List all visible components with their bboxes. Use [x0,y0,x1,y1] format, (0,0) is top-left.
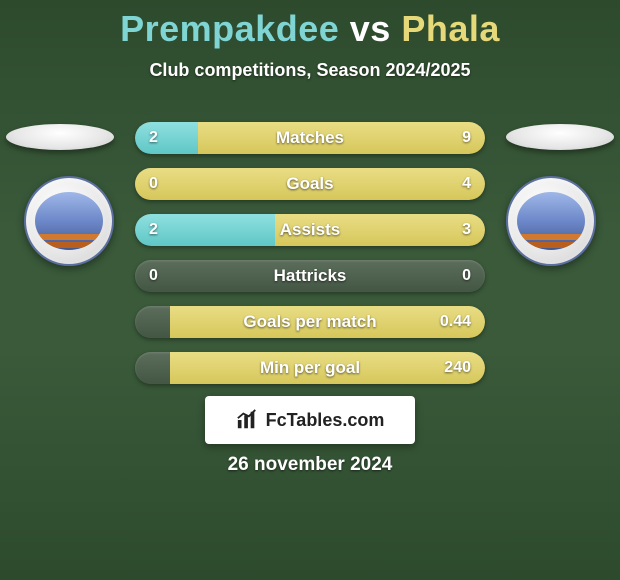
badge-stripe [517,242,585,248]
stat-bar-right-fill [135,168,485,200]
club-badge-inner [517,192,585,250]
brand-chart-icon [236,409,258,431]
stat-value-right: 3 [448,214,485,246]
player1-head-placeholder [6,124,114,150]
stat-value-right: 9 [448,122,485,154]
stat-value-right: 0.44 [426,306,485,338]
stat-value-right: 4 [448,168,485,200]
brand-text: FcTables.com [266,410,385,431]
player1-club-badge [24,176,114,266]
stat-bar: 0.44Goals per match [135,306,485,338]
stat-value-left: 0 [135,168,172,200]
badge-stripe [35,234,103,240]
badge-stripe [35,242,103,248]
title-vs: vs [350,8,391,49]
stat-value-left: 0 [135,260,172,292]
stat-value-right: 240 [430,352,485,384]
stat-value-left: 2 [135,122,172,154]
title: Prempakdee vs Phala [0,0,620,50]
title-player1: Prempakdee [120,8,339,49]
stat-bar: 29Matches [135,122,485,154]
brand-badge: FcTables.com [205,396,415,444]
subtitle: Club competitions, Season 2024/2025 [0,60,620,81]
player2-club-badge [506,176,596,266]
stat-value-right: 0 [448,260,485,292]
stat-label: Hattricks [135,260,485,292]
stat-value-left: 2 [135,214,172,246]
title-player2: Phala [401,8,500,49]
date-line: 26 november 2024 [0,454,620,476]
stat-bar-right-fill [198,122,485,154]
badge-stripe [517,234,585,240]
stat-value-left [135,306,163,338]
comparison-bars: 29Matches04Goals23Assists00Hattricks0.44… [135,122,485,398]
infographic-canvas: Prempakdee vs Phala Club competitions, S… [0,0,620,580]
stat-bar: 04Goals [135,168,485,200]
stat-bar: 0 0Hattricks [135,260,485,292]
stat-bar: 240Min per goal [135,352,485,384]
stat-value-left [135,352,163,384]
stat-bar: 23Assists [135,214,485,246]
club-badge-inner [35,192,103,250]
player2-head-placeholder [506,124,614,150]
